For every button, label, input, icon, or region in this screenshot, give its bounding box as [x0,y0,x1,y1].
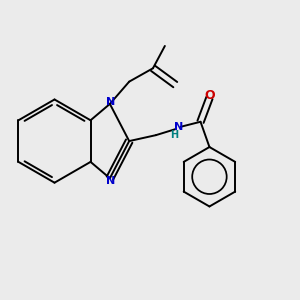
Text: N: N [106,97,116,107]
Text: N: N [174,122,183,132]
Text: H: H [171,130,179,140]
Text: N: N [106,176,116,186]
Text: O: O [205,88,215,101]
